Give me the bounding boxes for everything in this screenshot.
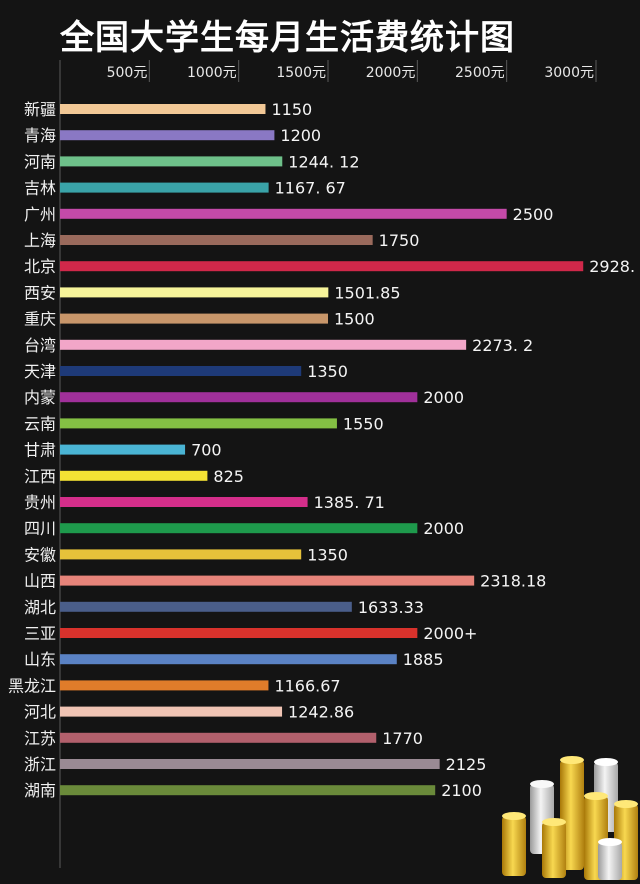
bar [60,628,418,638]
value-label: 700 [191,441,222,460]
value-label: 1385. 71 [314,493,385,512]
chart-title: 全国大学生每月生活费统计图 [60,18,515,58]
value-label: 1885 [403,650,444,669]
value-label: 1633.33 [358,598,424,617]
category-label: 四川 [24,519,56,538]
bar [60,235,373,245]
bar [60,287,329,298]
category-label: 贵州 [24,493,56,512]
value-label: 1550 [343,414,384,433]
category-label: 河北 [24,703,56,722]
bar [60,601,352,612]
category-label: 吉林 [24,179,56,198]
category-label: 河南 [24,152,56,171]
category-label: 江苏 [24,729,56,748]
value-label: 1501.85 [334,283,400,302]
category-label: 山西 [24,572,56,591]
category-label: 云南 [24,414,56,433]
x-tick-label: 500元 [107,65,148,81]
value-label: 825 [213,467,244,486]
category-label: 湖南 [24,781,56,800]
bar [60,706,283,717]
bar [60,549,302,560]
bar [60,392,418,403]
value-label: 2273. 2 [472,336,533,355]
value-label: 1350 [307,362,348,381]
value-label: 1350 [307,545,348,564]
category-label: 上海 [24,231,56,250]
category-label: 湖北 [24,598,56,617]
value-label: 2100 [441,781,482,800]
bar [60,654,397,665]
bar [60,523,418,534]
value-label: 2000 [423,388,464,407]
bar [60,366,302,376]
category-label: 重庆 [24,310,56,329]
x-tick-label: 1000元 [187,65,237,81]
bar [60,313,328,324]
x-tick-label: 2000元 [366,65,416,81]
value-label: 1200 [280,126,321,145]
category-label: 内蒙 [24,388,56,407]
category-label: 江西 [24,467,56,486]
category-label: 浙江 [24,755,56,774]
category-label: 北京 [24,257,56,276]
x-tick-label: 1500元 [276,65,326,81]
value-label: 1150 [271,100,312,119]
value-label: 2318.18 [480,572,546,591]
category-label: 新疆 [24,100,56,119]
bar [60,785,436,796]
category-label: 青海 [24,126,56,145]
bar [60,261,584,272]
category-label: 甘肃 [24,441,56,460]
category-label: 三亚 [24,624,56,643]
x-tick-label: 2500元 [455,65,505,81]
value-label: 2125 [446,755,487,774]
value-label: 2500 [513,205,554,224]
bar [60,680,269,691]
category-label: 黑龙江 [8,676,56,695]
bar [60,182,269,193]
value-label: 1242.86 [288,703,354,722]
bar [60,470,208,481]
bar [60,759,440,769]
x-tick-label: 3000元 [544,65,594,81]
value-label: 1770 [382,729,423,748]
value-label: 2000 [423,519,464,538]
bar [60,104,266,114]
category-label: 西安 [24,283,56,302]
bar [60,156,283,167]
bar [60,339,467,350]
value-label: 1244. 12 [288,152,359,171]
category-label: 山东 [24,650,56,669]
bar [60,732,377,743]
value-label: 1500 [334,310,375,329]
value-label: 1750 [379,231,420,250]
category-label: 台湾 [24,336,56,355]
value-label: 2928. 5 [589,257,640,276]
bar [60,444,186,455]
category-label: 天津 [24,362,56,381]
bar [60,497,308,507]
bar [60,130,275,141]
gold-coins-decoration [502,756,638,880]
value-label: 1167. 67 [275,179,346,198]
bar [60,575,475,586]
bar [60,418,337,429]
category-label: 安徽 [24,545,56,564]
value-label: 1166.67 [274,676,340,695]
bar [60,208,507,219]
category-label: 广州 [24,205,56,224]
value-label: 2000+ [423,624,477,643]
